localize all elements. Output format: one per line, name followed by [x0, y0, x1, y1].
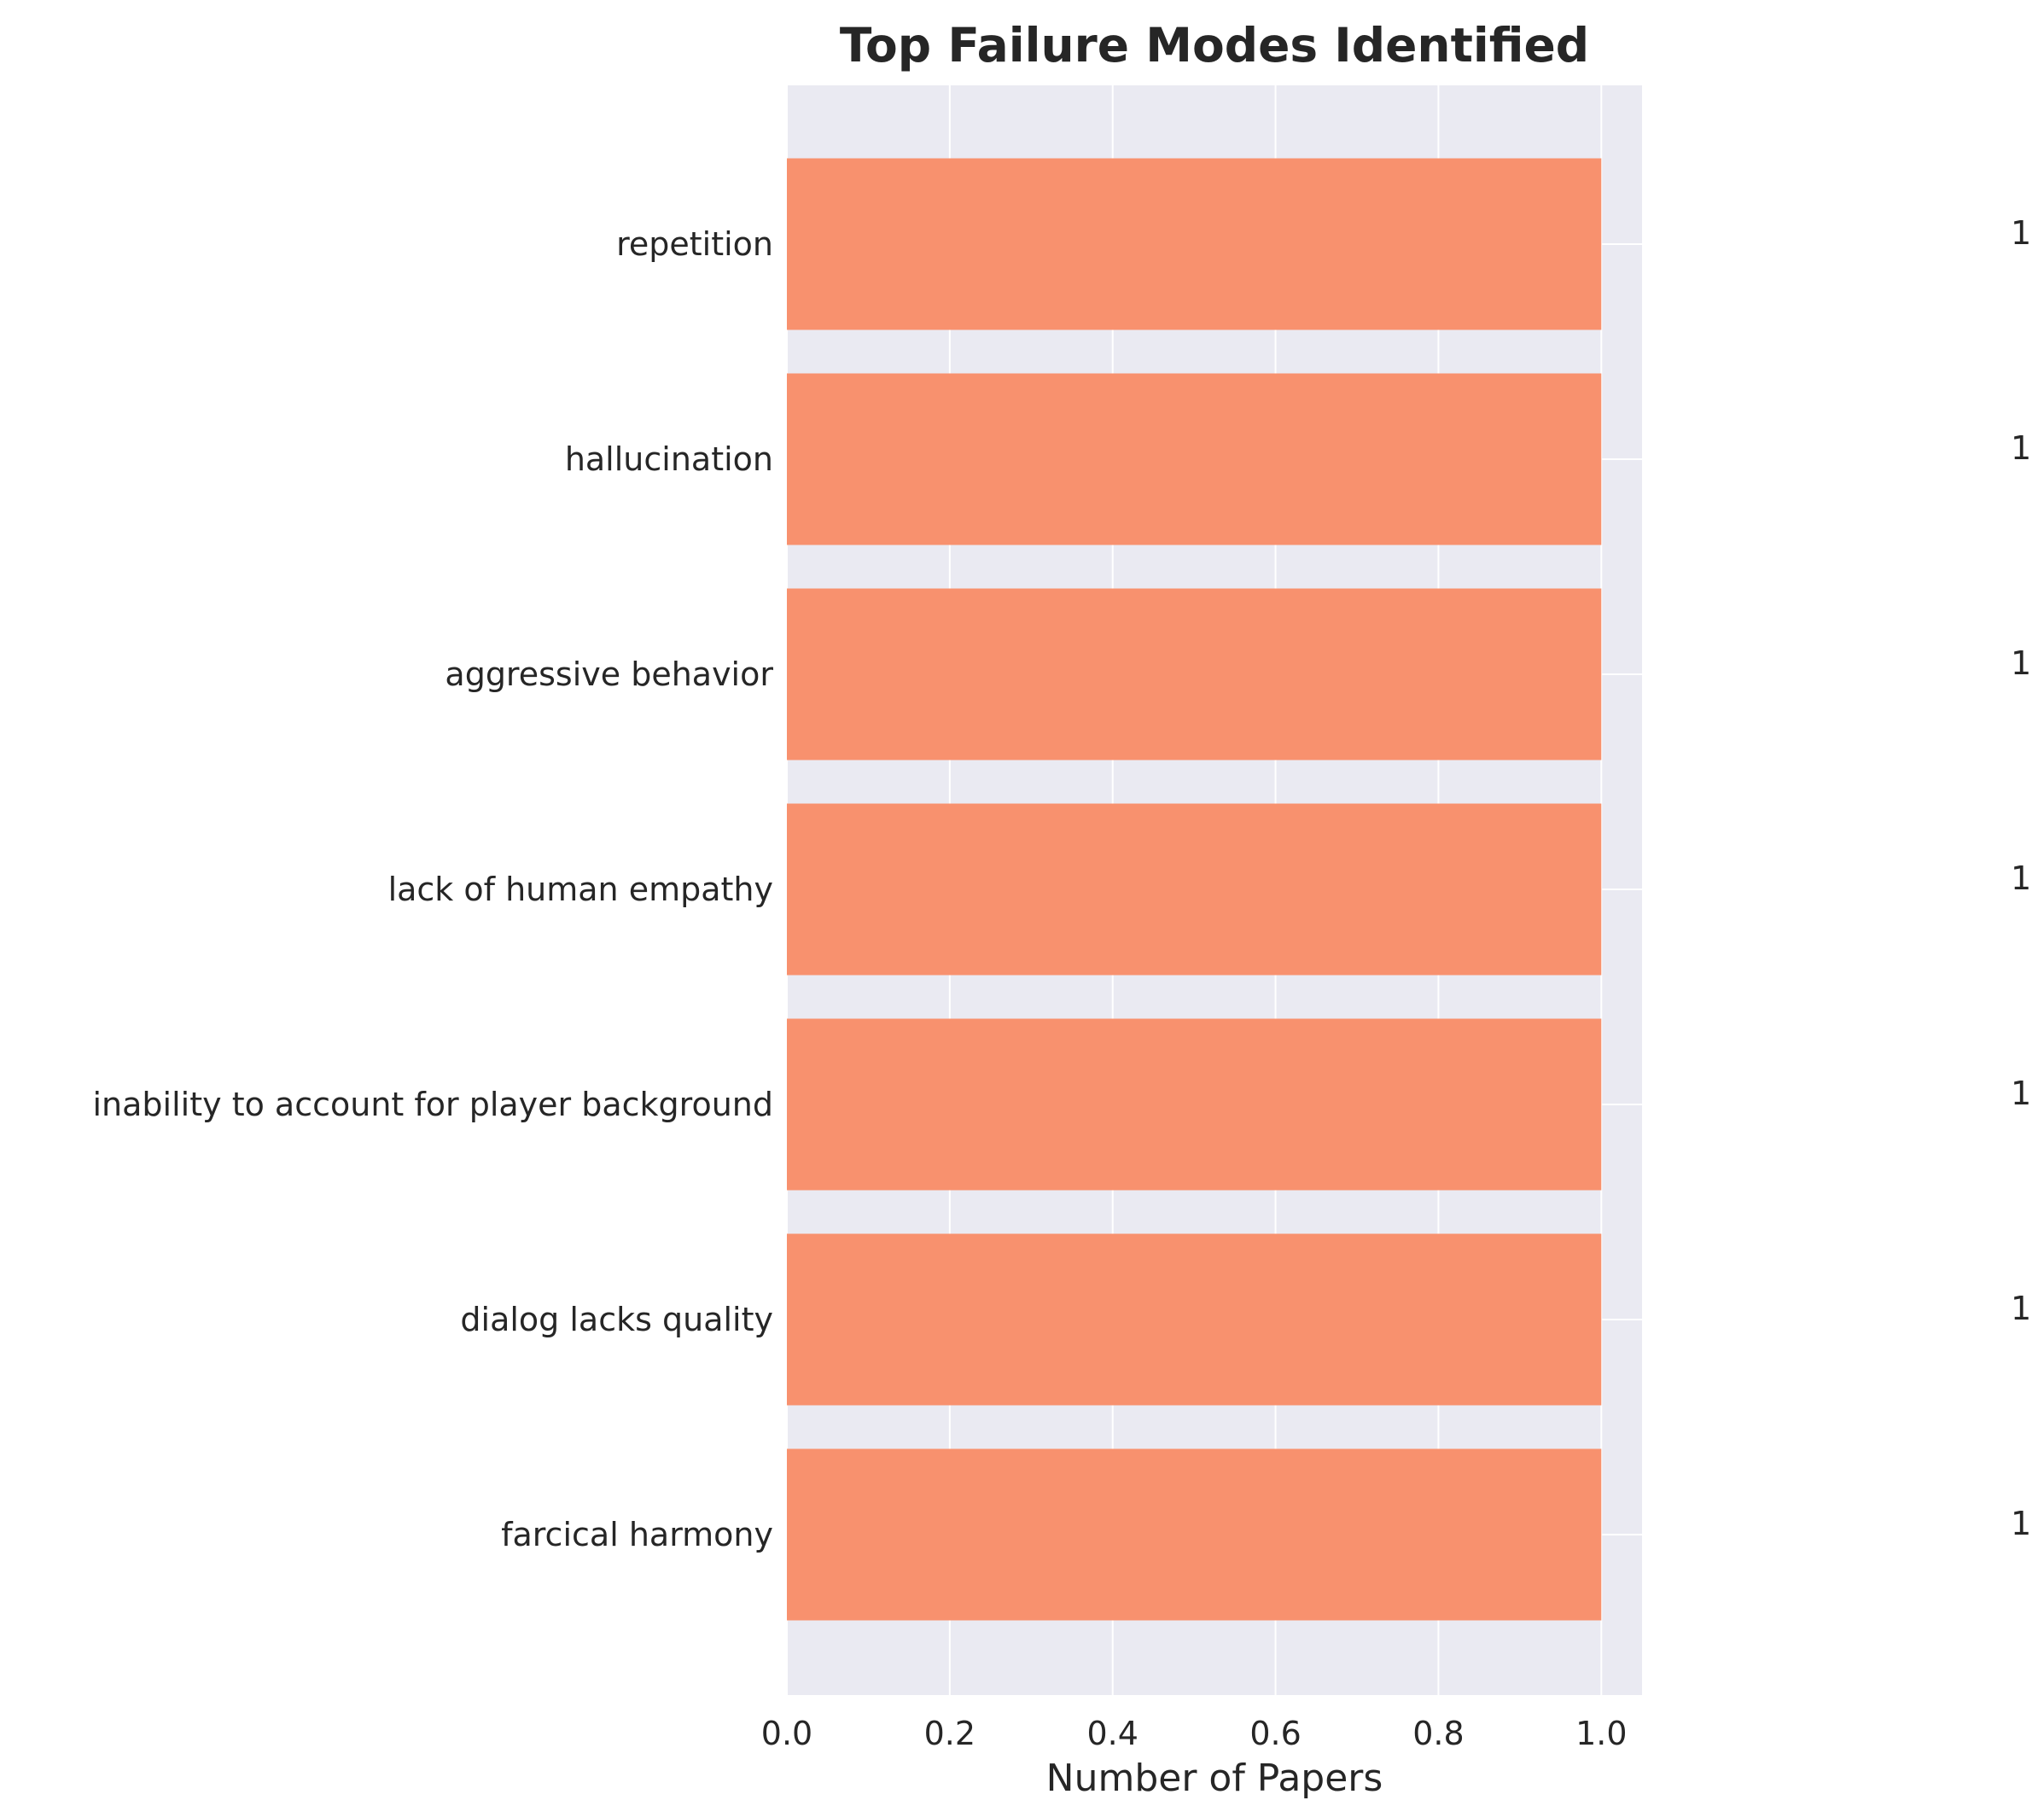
bar — [787, 158, 1602, 330]
x-tick-labels: 0.0 0.2 0.4 0.6 0.8 1.0 — [761, 1715, 1628, 1752]
bar — [787, 588, 1602, 760]
category-label: farcical harmony — [501, 1516, 773, 1553]
data-label: 1 — [2011, 214, 2031, 252]
category-label: inability to account for player backgrou… — [93, 1086, 774, 1123]
category-label: lack of human empathy — [388, 871, 773, 908]
bar — [787, 373, 1602, 545]
x-tick-label: 1.0 — [1575, 1715, 1627, 1752]
x-tick-label: 0.0 — [761, 1715, 812, 1752]
data-label: 1 — [2011, 1290, 2031, 1327]
bar — [787, 1448, 1602, 1621]
bar — [787, 803, 1602, 976]
data-label: 1 — [2011, 429, 2031, 467]
x-tick-label: 0.4 — [1086, 1715, 1138, 1752]
category-label: dialog lacks quality — [460, 1301, 773, 1338]
data-label: 1 — [2011, 644, 2031, 682]
category-label: hallucination — [565, 440, 773, 478]
category-label: aggressive behavior — [445, 655, 773, 693]
x-tick-label: 0.8 — [1412, 1715, 1464, 1752]
data-label: 1 — [2011, 1505, 2031, 1542]
x-tick-label: 0.2 — [924, 1715, 975, 1752]
chart-title: Top Failure Modes Identified — [840, 18, 1589, 73]
category-labels: repetition hallucination aggressive behavi… — [93, 225, 774, 1553]
bar — [787, 1233, 1602, 1406]
data-labels: 1 1 1 1 1 1 1 — [2011, 214, 2031, 1542]
x-tick-label: 0.6 — [1249, 1715, 1301, 1752]
bars — [787, 158, 1602, 1621]
x-axis-label: Number of Papers — [1046, 1757, 1383, 1800]
data-label: 1 — [2011, 859, 2031, 897]
category-label: repetition — [616, 225, 773, 263]
bar — [787, 1018, 1602, 1191]
data-label: 1 — [2011, 1075, 2031, 1112]
